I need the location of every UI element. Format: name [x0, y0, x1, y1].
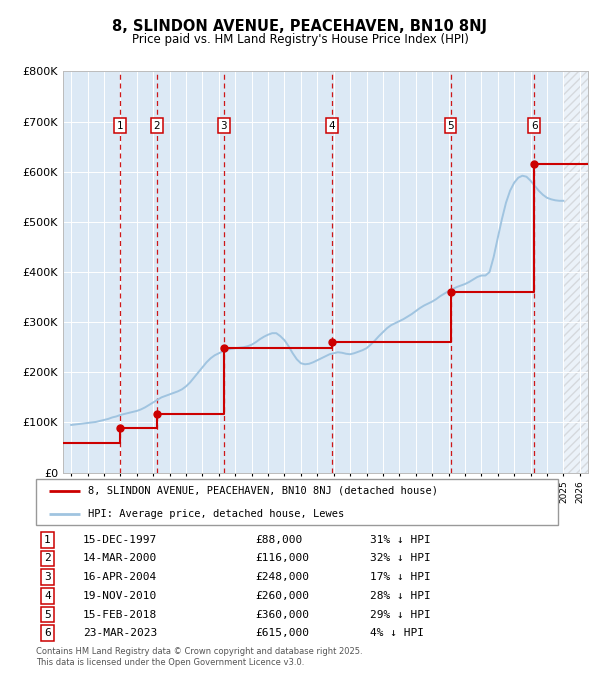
- Text: 15-DEC-1997: 15-DEC-1997: [83, 534, 157, 545]
- Text: 3: 3: [44, 572, 51, 582]
- Text: 5: 5: [447, 120, 454, 131]
- Text: Contains HM Land Registry data © Crown copyright and database right 2025.
This d: Contains HM Land Registry data © Crown c…: [36, 647, 362, 667]
- Text: 32% ↓ HPI: 32% ↓ HPI: [370, 554, 431, 564]
- Text: 4: 4: [44, 591, 51, 601]
- Text: 29% ↓ HPI: 29% ↓ HPI: [370, 609, 431, 619]
- Text: 31% ↓ HPI: 31% ↓ HPI: [370, 534, 431, 545]
- Text: £360,000: £360,000: [255, 609, 309, 619]
- Text: £615,000: £615,000: [255, 628, 309, 639]
- Text: 16-APR-2004: 16-APR-2004: [83, 572, 157, 582]
- Text: 8, SLINDON AVENUE, PEACEHAVEN, BN10 8NJ: 8, SLINDON AVENUE, PEACEHAVEN, BN10 8NJ: [113, 19, 487, 34]
- Text: 17% ↓ HPI: 17% ↓ HPI: [370, 572, 431, 582]
- Text: £88,000: £88,000: [255, 534, 302, 545]
- Text: 1: 1: [116, 120, 123, 131]
- Text: £260,000: £260,000: [255, 591, 309, 601]
- Text: 23-MAR-2023: 23-MAR-2023: [83, 628, 157, 639]
- Text: 3: 3: [220, 120, 227, 131]
- Text: 19-NOV-2010: 19-NOV-2010: [83, 591, 157, 601]
- Text: 2: 2: [44, 554, 51, 564]
- Text: 15-FEB-2018: 15-FEB-2018: [83, 609, 157, 619]
- FancyBboxPatch shape: [36, 479, 558, 525]
- Text: HPI: Average price, detached house, Lewes: HPI: Average price, detached house, Lewe…: [88, 509, 344, 519]
- Text: 14-MAR-2000: 14-MAR-2000: [83, 554, 157, 564]
- Text: 1: 1: [44, 534, 51, 545]
- Text: 6: 6: [531, 120, 538, 131]
- Text: 4: 4: [328, 120, 335, 131]
- Text: 4% ↓ HPI: 4% ↓ HPI: [370, 628, 424, 639]
- Text: £248,000: £248,000: [255, 572, 309, 582]
- Text: Price paid vs. HM Land Registry's House Price Index (HPI): Price paid vs. HM Land Registry's House …: [131, 33, 469, 46]
- Text: 6: 6: [44, 628, 51, 639]
- Text: 8, SLINDON AVENUE, PEACEHAVEN, BN10 8NJ (detached house): 8, SLINDON AVENUE, PEACEHAVEN, BN10 8NJ …: [88, 486, 438, 496]
- Text: 5: 5: [44, 609, 51, 619]
- Text: £116,000: £116,000: [255, 554, 309, 564]
- Text: 28% ↓ HPI: 28% ↓ HPI: [370, 591, 431, 601]
- Text: 2: 2: [154, 120, 160, 131]
